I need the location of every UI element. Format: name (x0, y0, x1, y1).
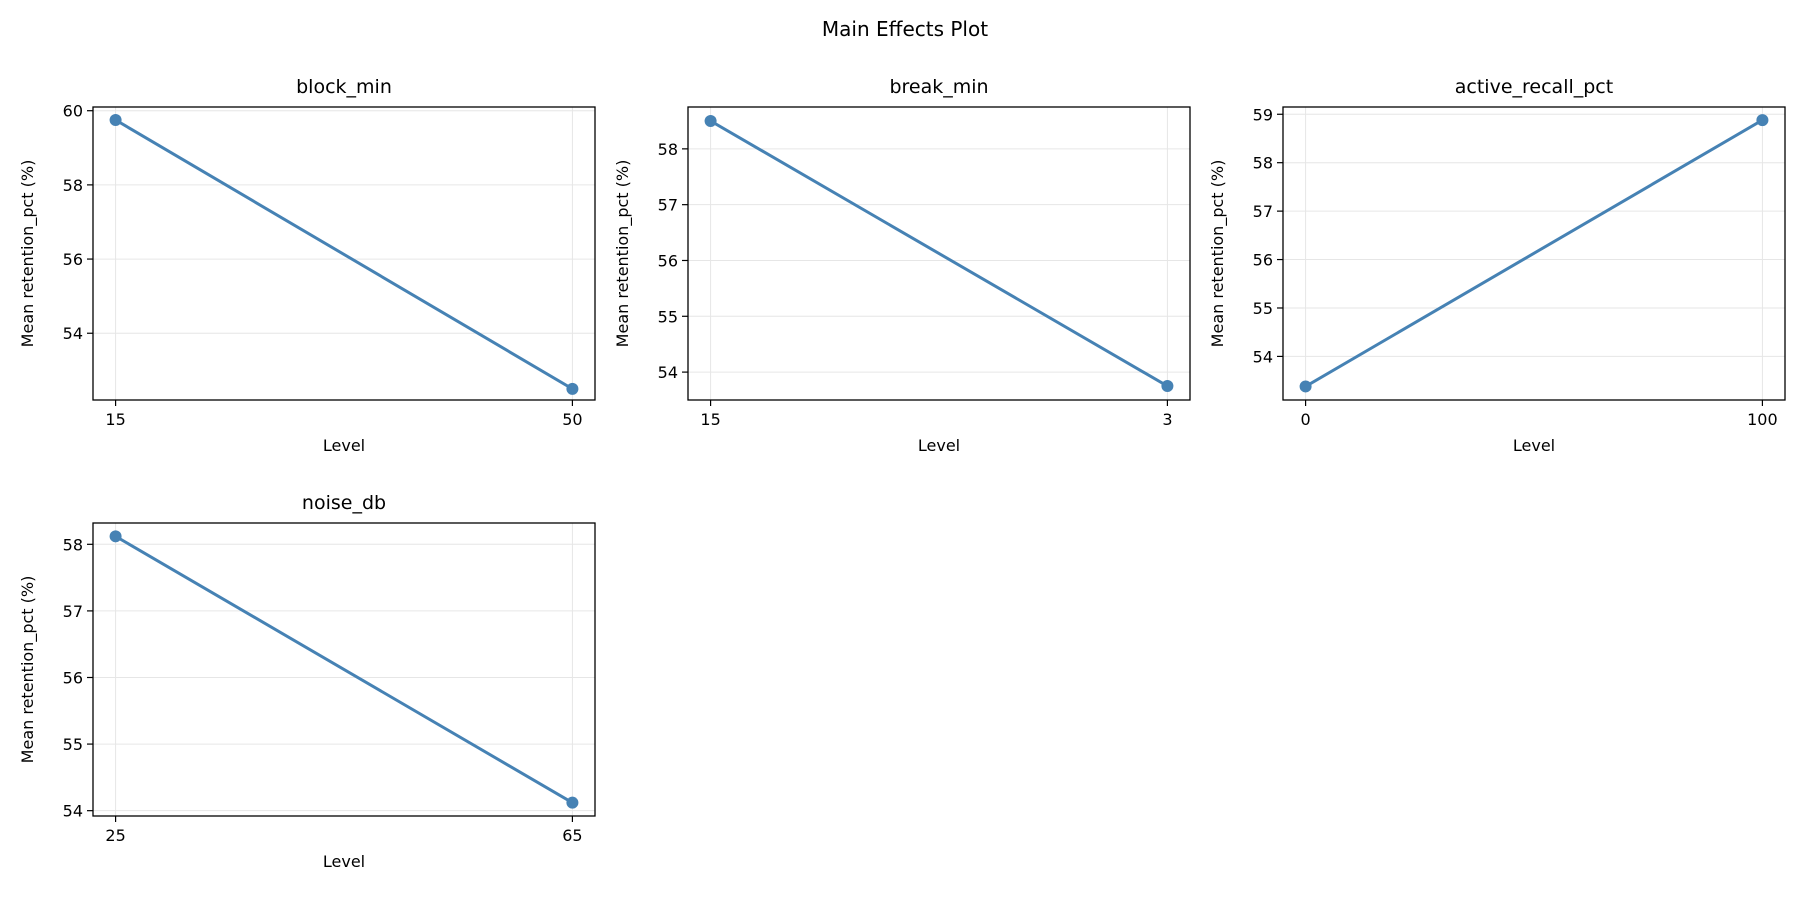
x-axis-label: Level (323, 852, 365, 871)
y-tick-label: 56 (63, 250, 83, 269)
y-tick-label: 54 (63, 802, 83, 821)
y-tick-label: 56 (63, 668, 83, 687)
x-axis-label: Level (323, 436, 365, 455)
subplot-2: 54 55 56 57 58 15 3 break_min Level Mean retentio… (613, 76, 1191, 455)
x-tick-label: 15 (105, 410, 125, 429)
x-axis-label: Level (1513, 436, 1555, 455)
subplot-3: 54 55 56 57 58 59 0 100 active_recall_pct Level Me… (1208, 76, 1786, 455)
data-point (566, 796, 579, 809)
y-tick-label: 58 (1253, 154, 1273, 173)
data-point (109, 530, 122, 543)
subplot-title: active_recall_pct (1455, 76, 1613, 98)
series-line (709, 119, 1169, 388)
x-tick-label: 100 (1747, 410, 1778, 429)
subplot-title: break_min (889, 76, 988, 98)
x-tick-label: 25 (105, 826, 125, 845)
x-tick-label: 65 (562, 826, 582, 845)
x-tick-label: 50 (562, 410, 582, 429)
y-tick-label: 57 (1253, 202, 1273, 221)
data-point (1161, 380, 1174, 393)
axes-frame (687, 106, 1191, 401)
data-point (566, 382, 579, 395)
y-tick-label: 56 (1253, 251, 1273, 270)
y-tick-label: 58 (63, 176, 83, 195)
y-tick-label: 55 (63, 735, 83, 754)
x-tick-label: 3 (1162, 410, 1172, 429)
y-tick-label: 56 (658, 251, 678, 270)
data-point (109, 113, 122, 126)
x-axis-label: Level (918, 436, 960, 455)
x-tick-label: 15 (700, 410, 720, 429)
y-tick-label: 54 (658, 363, 678, 382)
y-tick-label: 55 (1253, 299, 1273, 318)
y-axis-label: Mean retention_pct (%) (613, 160, 633, 348)
figure-title: Main Effects Plot (822, 17, 988, 41)
y-axis-label: Mean retention_pct (%) (18, 576, 38, 764)
y-tick-label: 58 (63, 535, 83, 554)
y-tick-label: 58 (658, 140, 678, 159)
y-axis-label: Mean retention_pct (%) (1208, 160, 1228, 348)
y-tick-label: 57 (658, 196, 678, 215)
series-line (114, 534, 574, 805)
y-tick-label: 55 (658, 307, 678, 326)
data-point (704, 114, 717, 127)
y-tick-label: 54 (1253, 347, 1273, 366)
data-point (1756, 114, 1769, 127)
subplot-title: block_min (296, 76, 392, 98)
subplot-grid: 54 56 58 60 15 50 block_min Level Mean retention… (18, 76, 1786, 871)
subplot-1: 54 56 58 60 15 50 block_min Level Mean retention… (18, 76, 596, 455)
axes-frame (1282, 106, 1786, 401)
y-tick-label: 54 (63, 324, 83, 343)
x-tick-label: 0 (1300, 410, 1310, 429)
y-axis-label: Mean retention_pct (%) (18, 160, 38, 348)
subplot-title: noise_db (302, 492, 386, 514)
y-tick-label: 59 (1253, 105, 1273, 124)
data-point (1299, 380, 1312, 393)
y-tick-label: 60 (63, 102, 83, 121)
axes-frame (92, 522, 596, 817)
axes-frame (92, 106, 596, 401)
series-line (1304, 118, 1764, 388)
y-tick-label: 57 (63, 602, 83, 621)
subplot-4: 54 55 56 57 58 25 65 noise_db Level Mean retentio… (18, 492, 596, 871)
series-line (114, 118, 574, 391)
